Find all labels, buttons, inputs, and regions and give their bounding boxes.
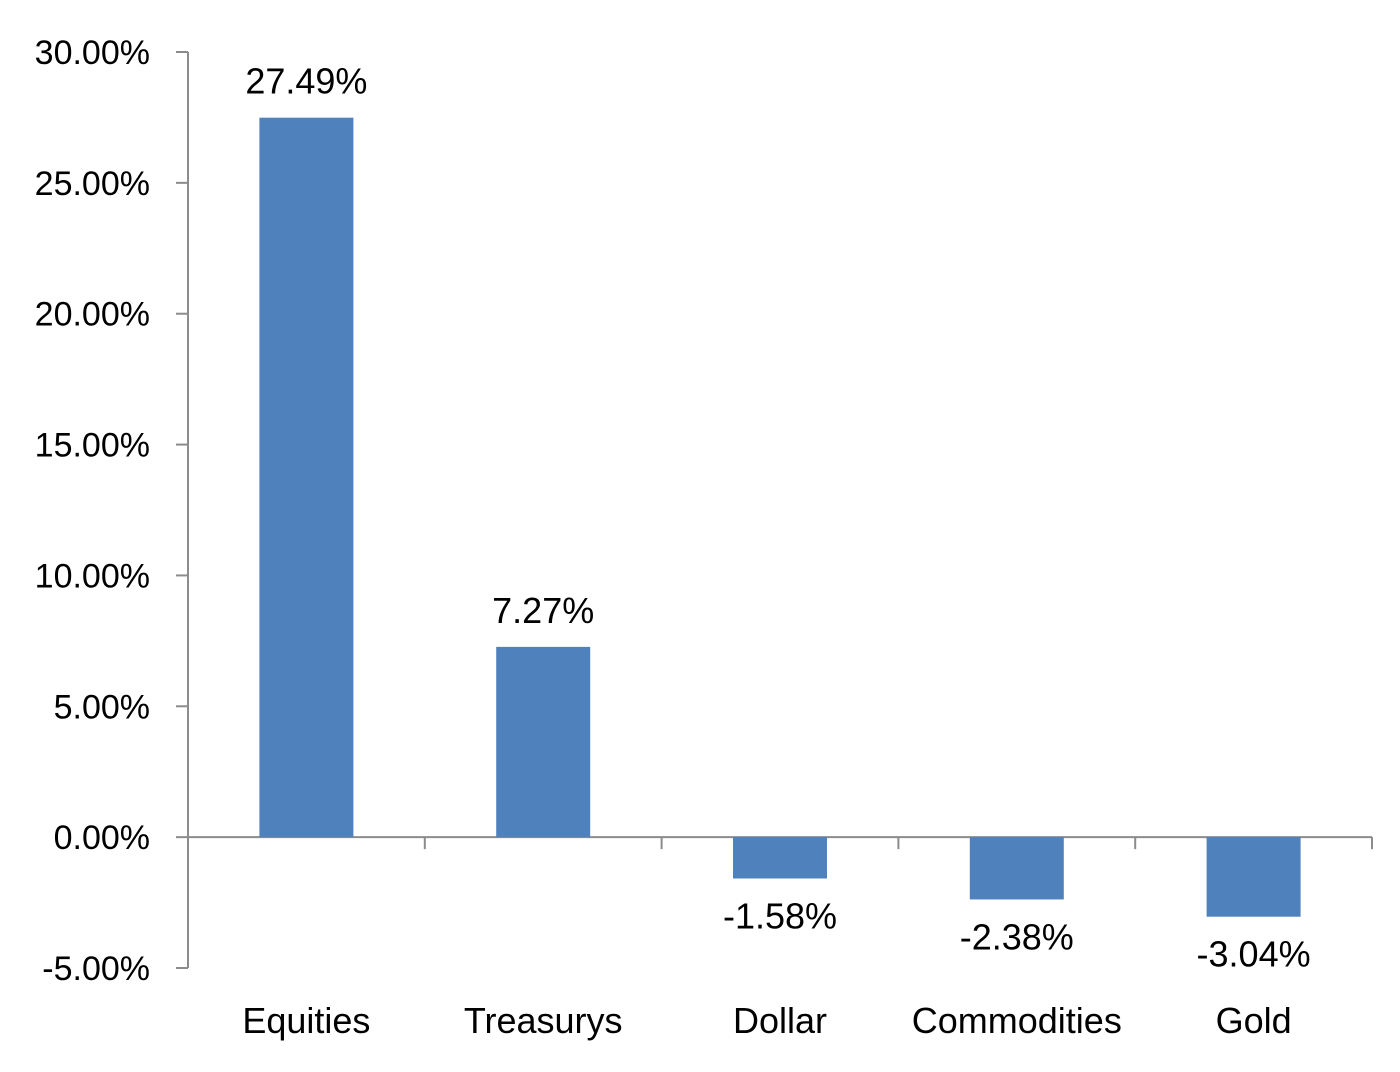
y-axis: 30.00% 25.00% 20.00% 15.00% 10.00% 5.00% 0.00%… [35,34,189,988]
y-tick-label: 20.00% [35,296,150,334]
y-tick-label: 25.00% [35,165,150,203]
data-label: -2.38% [960,916,1074,957]
data-labels: 27.49% 7.27% -1.58% -2.38% -3.04% [245,61,1310,975]
data-label: 27.49% [245,61,367,102]
y-tick-label: -5.00% [42,950,150,988]
category-label: Commodities [912,1000,1122,1041]
bar-dollar [733,837,827,879]
bar-gold [1206,837,1301,917]
data-label: 7.27% [492,590,594,631]
bar-commodities [969,837,1064,900]
y-tick-label: 0.00% [54,819,150,857]
category-label: Treasurys [464,1000,623,1041]
category-label: Dollar [733,1000,827,1041]
y-tick-label: 15.00% [35,427,150,465]
category-label: Equities [242,1000,370,1041]
data-label: -3.04% [1197,934,1311,975]
y-tick-label: 5.00% [54,688,150,726]
data-label: -1.58% [723,895,837,936]
bar-treasurys [496,646,591,838]
y-tick-label: 10.00% [35,557,150,595]
category-labels: Equities Treasurys Dollar Commodities Gold [242,1000,1291,1041]
category-label: Gold [1216,1000,1292,1041]
bars [259,117,1301,917]
y-tick-label: 30.00% [35,34,150,72]
bar-equities [259,117,354,838]
